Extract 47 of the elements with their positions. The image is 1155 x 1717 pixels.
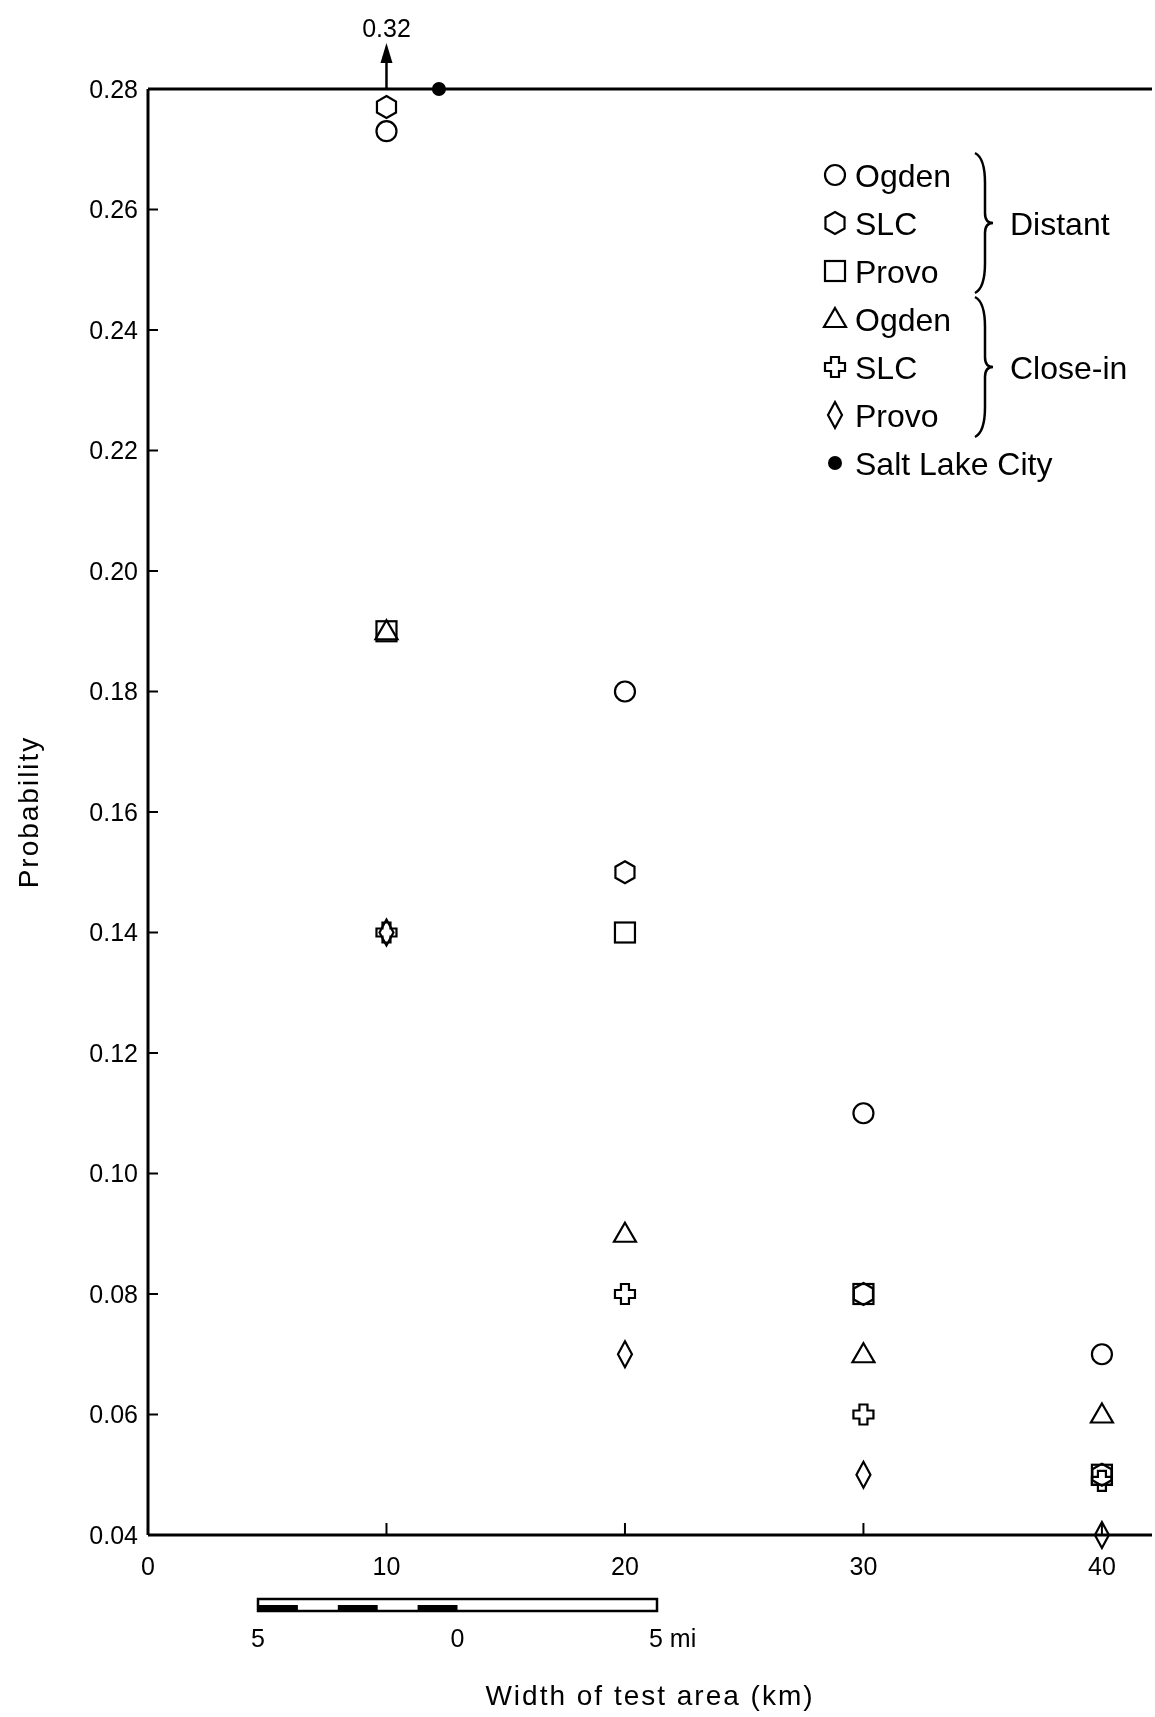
point	[1090, 1343, 1114, 1366]
point	[851, 1342, 876, 1364]
legend-label: SLC	[855, 205, 918, 242]
y-tick-label: 0.18	[89, 677, 138, 706]
y-tick-label: 0.24	[89, 315, 139, 344]
point	[431, 82, 446, 96]
legend-label: SLC	[855, 349, 918, 386]
y-tick-label: 0.26	[89, 195, 138, 224]
point	[613, 921, 637, 944]
annotation: Distant	[1010, 205, 1110, 242]
y-tick-label: 0.08	[89, 1279, 138, 1308]
y-tick-label: 0.10	[89, 1159, 138, 1188]
x-tick-label: 0	[141, 1552, 155, 1580]
point	[613, 1282, 637, 1306]
y-axis-title: Probability	[13, 735, 44, 889]
point	[613, 680, 637, 703]
point	[375, 120, 398, 143]
x-tick-label: 10	[372, 1552, 401, 1580]
legend-label: Provo	[855, 253, 939, 290]
legend-label: Ogden	[855, 301, 952, 338]
legend-label: Provo	[855, 397, 939, 434]
x2-tick-label: 5 mi	[649, 1624, 697, 1652]
y-tick-label: 0.22	[89, 436, 138, 465]
point	[1090, 1469, 1114, 1492]
x-tick-label: 20	[611, 1552, 639, 1580]
x2-tick-label: 5	[251, 1624, 265, 1652]
y-tick-label: 0.04	[89, 1520, 139, 1549]
text: 0.32	[362, 14, 411, 42]
point	[375, 94, 398, 120]
x2-tick-label: 0	[450, 1624, 465, 1652]
x-axis-title: Width of test area (km)	[485, 1680, 815, 1711]
y-tick-label: 0.20	[89, 556, 138, 585]
y-tick-label: 0.12	[89, 1038, 138, 1067]
point	[614, 860, 636, 885]
x-tick-label: 30	[849, 1552, 878, 1580]
x-tick-label: 40	[1088, 1552, 1116, 1580]
y-tick-label: 0.14	[89, 918, 139, 947]
y-tick-label: 0.16	[89, 797, 138, 826]
legend-label: Salt Lake City	[855, 445, 1053, 482]
point	[1089, 1402, 1115, 1424]
legend-label: Ogden	[855, 157, 952, 194]
y-tick-label: 0.06	[89, 1400, 138, 1429]
y-tick-label: 0.28	[89, 74, 138, 103]
point	[852, 1102, 875, 1125]
annotation: Close-in	[1010, 349, 1128, 386]
point	[612, 1221, 638, 1243]
point	[852, 1403, 875, 1426]
